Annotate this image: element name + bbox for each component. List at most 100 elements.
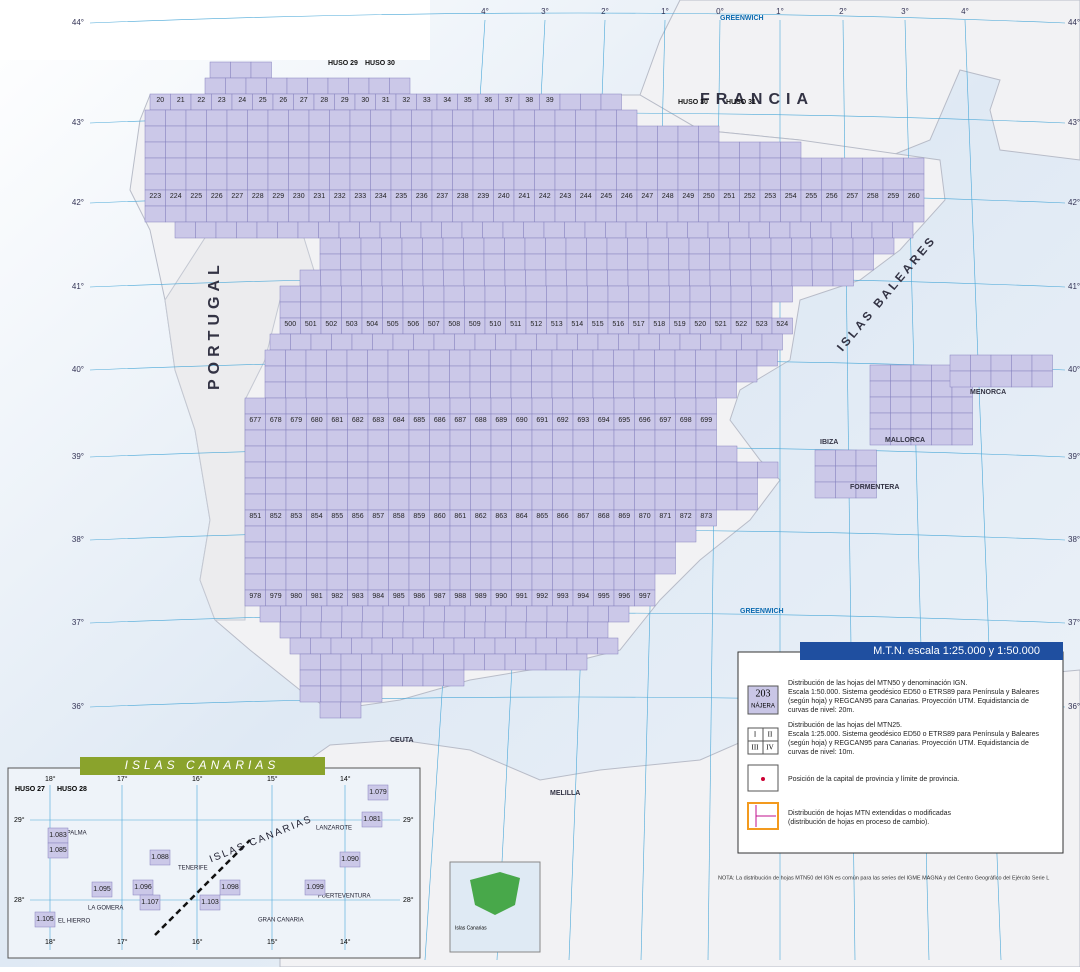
sheet [545, 237, 567, 255]
sheet [244, 573, 266, 591]
can-lon-label: 18° [45, 775, 56, 783]
sheet [710, 285, 732, 303]
sheet [264, 349, 286, 367]
sheet [341, 285, 363, 303]
sheet [513, 109, 535, 127]
sheet [185, 109, 207, 127]
sheet [505, 285, 527, 303]
sheet [288, 205, 310, 223]
sheet [300, 301, 322, 319]
legend-sample [747, 685, 779, 715]
sheet [348, 77, 370, 95]
sheet [675, 525, 697, 543]
sheet [756, 349, 778, 367]
sheet-number: 248 [662, 193, 674, 200]
sheet [780, 173, 802, 191]
sheet [367, 397, 389, 415]
sheet [677, 173, 699, 191]
lon-label: 3° [901, 7, 909, 16]
sheet [525, 301, 547, 319]
sheet [613, 493, 635, 511]
place-label: HUSO 29 [328, 60, 358, 67]
sheet [360, 253, 382, 271]
sheet [285, 541, 307, 559]
sheet-number: 519 [674, 321, 686, 328]
legend-text: Posición de la capital de provincia y lí… [788, 776, 959, 783]
place-label: PORTUGAL [206, 260, 223, 390]
sheet [144, 141, 166, 159]
legend-sample-name: NÁJERA [751, 703, 775, 710]
sheet [627, 253, 649, 271]
sheet-number: 866 [557, 513, 569, 520]
sheet [873, 237, 895, 255]
sheet-number: 234 [375, 193, 387, 200]
sheet [402, 621, 424, 639]
sheet [206, 141, 228, 159]
sheet [572, 557, 594, 575]
sheet [575, 109, 597, 127]
sheet [531, 477, 553, 495]
sheet [428, 365, 450, 383]
sheet [463, 269, 485, 287]
sheet [351, 637, 373, 655]
sheet [634, 493, 656, 511]
sheet [511, 429, 533, 447]
sheet [411, 125, 433, 143]
sheet [572, 397, 594, 415]
sheet [288, 109, 310, 127]
sheet [511, 493, 533, 511]
sheet [545, 253, 567, 271]
sheet [408, 365, 430, 383]
sheet-number: 678 [270, 417, 282, 424]
sheet [368, 77, 390, 95]
can-sheet-number: 1.079 [369, 789, 387, 796]
legend-quadrant: I [754, 731, 757, 739]
sheet [869, 364, 891, 382]
sheet [832, 237, 854, 255]
island-label: TENERIFE [178, 866, 208, 872]
sheet [675, 493, 697, 511]
sheet [290, 333, 312, 351]
sheet-number: 502 [325, 321, 337, 328]
sheet [910, 412, 932, 430]
sheet [360, 237, 382, 255]
sheet [482, 221, 504, 239]
sheet [279, 621, 301, 639]
sheet [247, 205, 269, 223]
sheet [791, 237, 813, 255]
sheet [359, 221, 381, 239]
sheet [718, 157, 740, 175]
sheet [206, 109, 228, 127]
sheet [616, 157, 638, 175]
sheet-number: 29 [341, 97, 349, 104]
sheet [285, 461, 307, 479]
sheet [326, 493, 348, 511]
sheet [361, 301, 383, 319]
sheet [402, 269, 424, 287]
sheet [739, 173, 761, 191]
legend-text: curvas de nivel: 20m. [788, 707, 854, 714]
sheet [531, 429, 553, 447]
can-sheet-number: 1.090 [341, 856, 359, 863]
sheet [698, 205, 720, 223]
sheet-number: 851 [249, 513, 261, 520]
sheet [567, 605, 589, 623]
sheet [329, 205, 351, 223]
sheet [493, 141, 515, 159]
sheet [931, 396, 953, 414]
sheet [308, 205, 330, 223]
sheet [910, 396, 932, 414]
sheet [564, 221, 586, 239]
sheet [524, 237, 546, 255]
sheet [265, 493, 287, 511]
island-label: EL HIERRO [58, 919, 90, 925]
sheet [470, 525, 492, 543]
sheet [534, 173, 556, 191]
sheet [382, 301, 404, 319]
sheet [628, 301, 650, 319]
sheet-number: 995 [598, 593, 610, 600]
sheet [306, 477, 328, 495]
sheet [347, 397, 369, 415]
sheet [595, 125, 617, 143]
